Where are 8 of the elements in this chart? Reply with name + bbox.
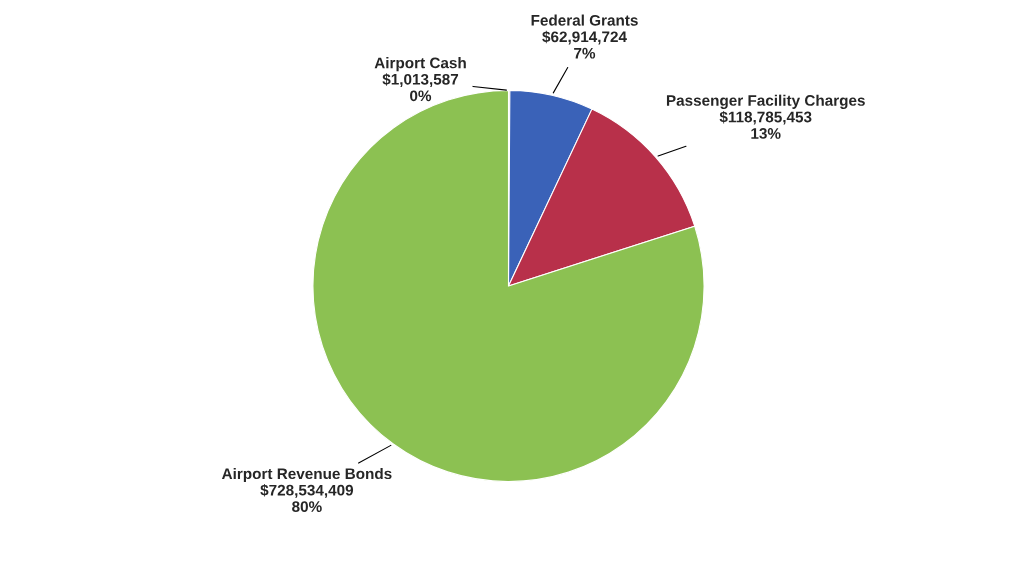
data-label: $62,914,724 7% xyxy=(542,30,627,59)
slice-label: Airport Cash xyxy=(374,57,466,72)
slice-label: Federal Grants xyxy=(531,14,638,26)
data-label: $118,785,453 13% xyxy=(719,110,812,139)
slice-label: Passenger Facility Charges xyxy=(666,94,865,109)
slice-label: Airport Revenue Bonds xyxy=(221,467,392,483)
data-label: $728,534,409 80% xyxy=(260,484,354,513)
data-label: $1,013,587 0% xyxy=(382,73,459,102)
